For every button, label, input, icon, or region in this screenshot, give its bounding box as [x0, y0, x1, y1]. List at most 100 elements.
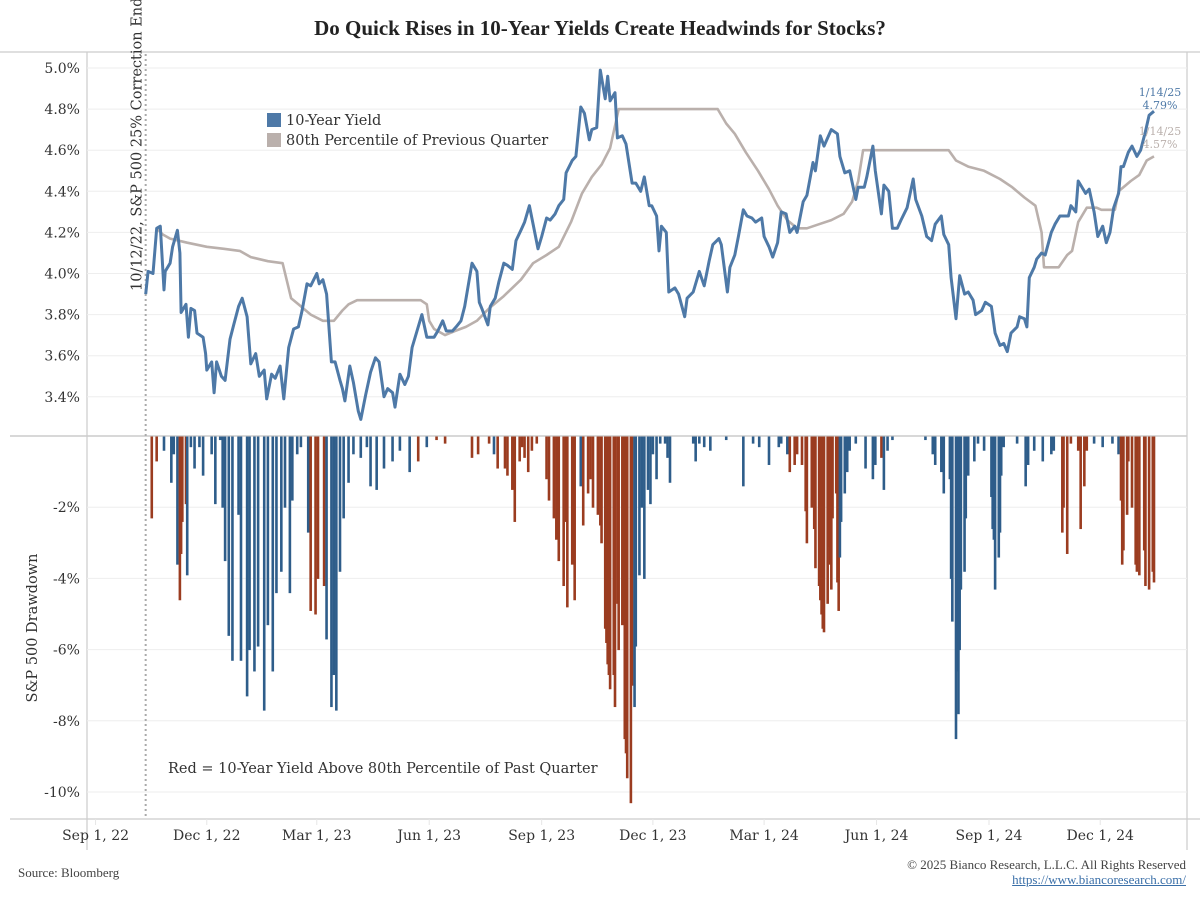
drawdown-bar [874, 436, 877, 465]
drawdown-bar [822, 436, 826, 633]
drawdown-bar [1041, 436, 1045, 462]
drawdown-bar [600, 436, 603, 544]
drawdown-bar [231, 436, 234, 661]
drawdown-bar [476, 436, 480, 455]
drawdown-bar [608, 436, 612, 690]
drawdown-bar [880, 436, 883, 458]
drawdown-bar [573, 436, 576, 601]
percentile-end-date: 1/14/25 [1139, 125, 1181, 138]
drawdown-bar [352, 436, 355, 455]
drawdown-bar [668, 436, 672, 483]
drawdown-bar [382, 436, 386, 469]
drawdown-bar [503, 436, 507, 469]
drawdown-bar [1101, 436, 1104, 448]
drawdown-bar [271, 436, 275, 672]
drawdown-bar [316, 436, 320, 579]
drawdown-bar [839, 436, 843, 522]
drawdown-bar [1052, 436, 1056, 451]
drawdown-bar [335, 436, 338, 711]
drawdown-bar [1144, 436, 1147, 587]
drawdown-bar [176, 436, 179, 565]
drawdown-bar [1125, 436, 1129, 515]
drawdown-bar [227, 436, 231, 636]
drawdown-bar [617, 436, 620, 651]
drawdown-bar [751, 436, 755, 444]
drawdown-bar [520, 436, 524, 448]
drawdown-bar [793, 436, 796, 465]
drawdown-bar [702, 436, 706, 448]
y-tick-label-bottom: -2% [53, 500, 80, 516]
drawdown-bar [266, 436, 270, 626]
drawdown-bar [848, 436, 851, 451]
drawdown-bar [666, 436, 669, 458]
drawdown-bar [1076, 436, 1080, 451]
drawdown-bar [694, 436, 697, 462]
drawdown-bar [492, 436, 496, 455]
color-rule-note: Red = 10-Year Yield Above 80th Percentil… [168, 761, 598, 777]
drawdown-bar [845, 436, 849, 473]
drawdown-bar [299, 436, 303, 448]
drawdown-bar [181, 436, 184, 522]
x-tick-label: Mar 1, 24 [729, 828, 799, 844]
drawdown-bar [964, 436, 968, 519]
website-link[interactable]: https://www.biancoresearch.com/ [1012, 872, 1186, 887]
drawdown-bar [185, 436, 189, 576]
drawdown-bar [882, 436, 886, 490]
drawdown-bar [496, 436, 499, 469]
drawdown-bar [306, 436, 310, 533]
drawdown-bar [993, 436, 997, 590]
drawdown-bar [1147, 436, 1151, 590]
drawdown-bar [891, 436, 894, 441]
drawdown-bar [545, 436, 548, 480]
drawdown-bar [425, 436, 429, 448]
drawdown-bar [1083, 436, 1086, 487]
drawdown-bar [864, 436, 867, 469]
correction-end-label: 10/12/22, S&P 500 25% Correction Ends [130, 0, 146, 291]
y-tick-label-bottom: -4% [53, 571, 80, 587]
x-tick-label: Sep 1, 22 [62, 828, 129, 844]
drawdown-bar [398, 436, 402, 451]
drawdown-bar [347, 436, 350, 483]
drawdown-bar [779, 436, 783, 444]
copyright-text: © 2025 Bianco Research, L.L.C. All Right… [907, 857, 1186, 872]
drawdown-bar [788, 436, 792, 473]
y-tick-label-top: 4.4% [44, 184, 80, 200]
drawdown-bar [309, 436, 312, 611]
y-tick-label-bottom: -8% [53, 714, 80, 730]
drawdown-bar [552, 436, 556, 519]
drawdown-bar [742, 436, 745, 487]
y-tick-label-top: 4.6% [44, 143, 80, 159]
drawdown-bar [375, 436, 378, 490]
drawdown-bar [1069, 436, 1073, 444]
drawdown-bar [649, 436, 652, 505]
drawdown-bar [322, 436, 326, 587]
drawdown-bar [295, 436, 299, 455]
drawdown-bar [1002, 436, 1005, 448]
drawdown-bar [248, 436, 251, 651]
drawdown-bar [221, 436, 224, 508]
drawdown-bar [487, 436, 491, 444]
drawdown-bar [814, 436, 817, 569]
drawdown-bar [998, 436, 1002, 533]
drawdown-bar [757, 436, 761, 448]
drawdown-bar [586, 436, 590, 494]
drawdown-bar [214, 436, 217, 505]
drawdown-bar [338, 436, 342, 572]
chart-title: Do Quick Rises in 10-Year Yields Create … [314, 16, 886, 40]
y-tick-label-top: 4.8% [44, 102, 80, 118]
x-tick-label: Mar 1, 23 [282, 828, 351, 844]
footer-credits: © 2025 Bianco Research, L.L.C. All Right… [907, 857, 1186, 887]
drawdown-bar [638, 436, 641, 576]
drawdown-bar [1111, 436, 1114, 444]
drawdown-bar [523, 436, 526, 458]
drawdown-bar [555, 436, 558, 540]
drawdown-bar [643, 436, 646, 579]
drawdown-bar [239, 436, 243, 661]
drawdown-bar [795, 436, 799, 455]
drawdown-bar [1065, 436, 1069, 554]
drawdown-bar [625, 436, 629, 779]
drawdown-bar [1122, 436, 1125, 551]
yield-end-value: 4.79% [1143, 99, 1178, 112]
drawdown-bar [562, 436, 565, 587]
